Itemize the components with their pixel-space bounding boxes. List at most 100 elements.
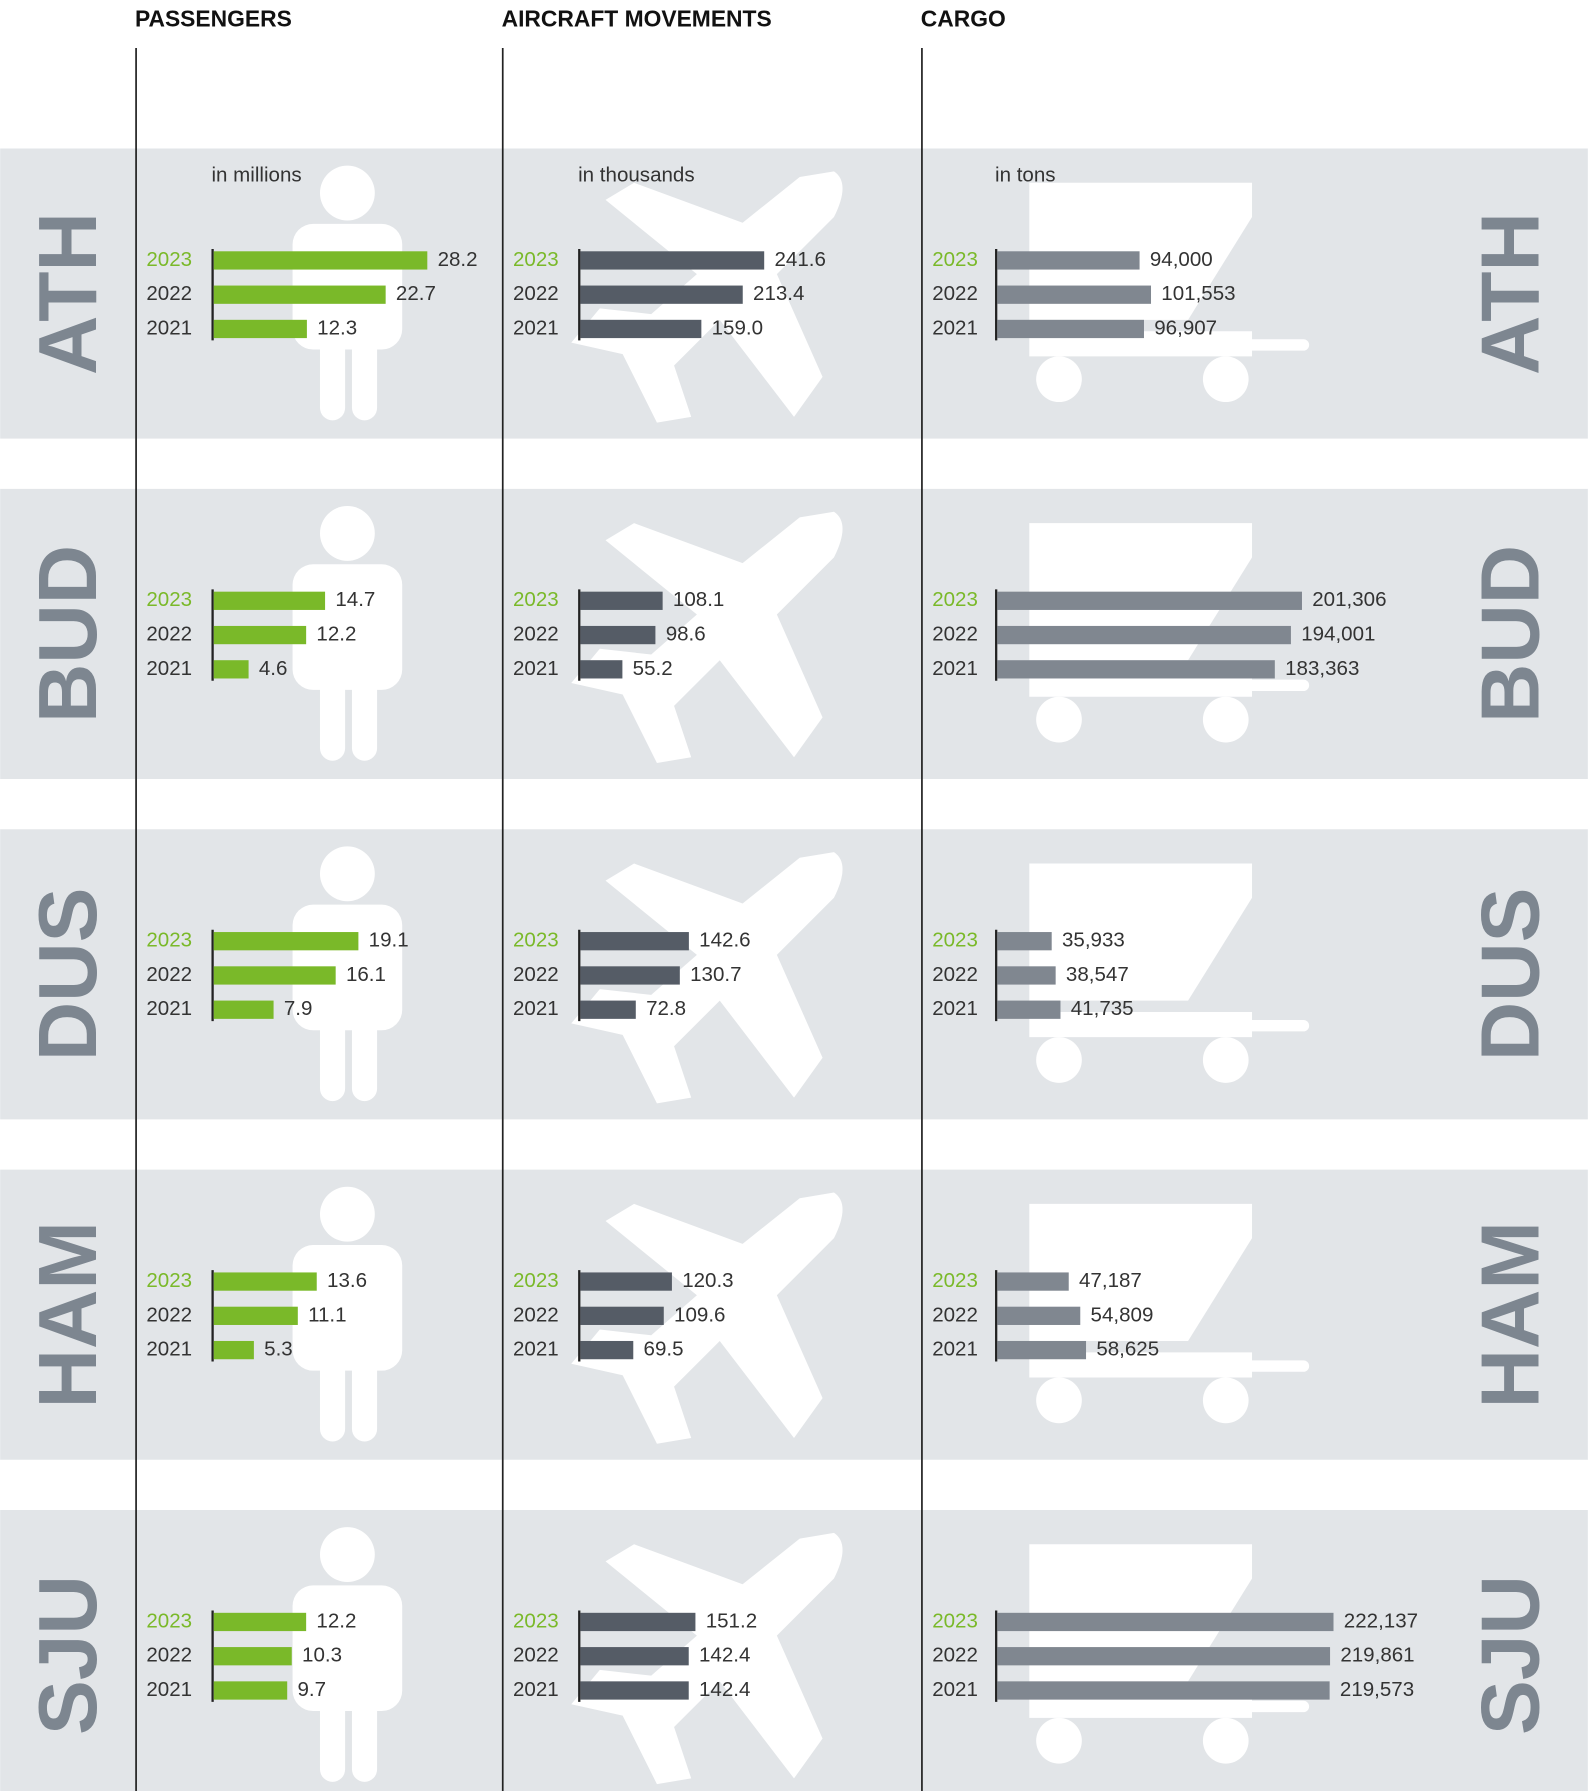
bar: [214, 592, 325, 610]
year-label: 2023: [513, 929, 559, 952]
bar: [580, 1341, 633, 1359]
year-label: 2022: [932, 963, 978, 986]
airport-code: DUS: [23, 888, 114, 1062]
bar: [214, 251, 428, 269]
year-label: 2023: [513, 1609, 559, 1632]
person-head: [320, 166, 375, 221]
person-leg: [320, 1341, 345, 1442]
infographic: ATHATHBUDBUDDUSDUSHAMHAMSJUSJUPASSENGERS…: [0, 0, 1588, 1791]
bar: [214, 1613, 306, 1631]
value-label: 12.2: [316, 1609, 356, 1632]
airport-code: HAM: [23, 1221, 114, 1408]
value-label: 183,363: [1285, 657, 1359, 680]
person-head: [320, 506, 375, 561]
bar: [580, 1001, 635, 1019]
airport-code: DUS: [1466, 888, 1557, 1062]
cart-wheel: [1203, 356, 1249, 402]
bar: [214, 966, 336, 984]
column-title: AIRCRAFT MOVEMENTS: [502, 6, 772, 32]
year-label: 2022: [146, 1644, 192, 1667]
bar: [997, 1647, 1330, 1665]
bar: [580, 1307, 663, 1325]
bar: [997, 251, 1139, 269]
bar: [997, 1681, 1329, 1699]
bar: [997, 592, 1302, 610]
year-label: 2022: [146, 622, 192, 645]
value-label: 4.6: [259, 657, 288, 680]
year-label: 2021: [146, 997, 192, 1020]
person-leg: [320, 660, 345, 761]
cart-wheel: [1036, 1378, 1082, 1424]
value-label: 142.4: [699, 1644, 750, 1667]
year-label: 2021: [932, 1338, 978, 1361]
year-label: 2023: [932, 929, 978, 952]
value-label: 13.6: [327, 1269, 367, 1292]
column-title: PASSENGERS: [135, 6, 292, 32]
year-label: 2021: [513, 1338, 559, 1361]
value-label: 41,735: [1071, 997, 1134, 1020]
year-label: 2022: [146, 1303, 192, 1326]
year-label: 2023: [146, 588, 192, 611]
bar: [580, 626, 655, 644]
cart-wheel: [1203, 1718, 1249, 1764]
airport-code: BUD: [23, 545, 114, 723]
bar: [214, 932, 359, 950]
value-label: 109.6: [674, 1303, 725, 1326]
airport-code: HAM: [1466, 1221, 1557, 1408]
value-label: 101,553: [1161, 282, 1235, 305]
bar: [214, 1647, 292, 1665]
bar: [214, 1681, 287, 1699]
value-label: 5.3: [264, 1338, 293, 1361]
value-label: 142.4: [699, 1678, 750, 1701]
year-label: 2021: [146, 316, 192, 339]
value-label: 96,907: [1154, 316, 1217, 339]
year-label: 2022: [932, 1303, 978, 1326]
value-label: 142.6: [699, 929, 750, 952]
bar: [997, 1001, 1060, 1019]
person-leg: [352, 1341, 377, 1442]
year-label: 2022: [513, 1644, 559, 1667]
bar: [580, 251, 764, 269]
value-label: 213.4: [753, 282, 804, 305]
bar: [580, 320, 701, 338]
value-label: 72.8: [646, 997, 686, 1020]
cart-handle: [1245, 1701, 1309, 1712]
bar: [580, 966, 679, 984]
value-label: 47,187: [1079, 1269, 1142, 1292]
value-label: 58,625: [1096, 1338, 1159, 1361]
person-leg: [352, 1001, 377, 1102]
bar: [214, 1272, 317, 1290]
year-label: 2023: [932, 1269, 978, 1292]
value-label: 35,933: [1062, 929, 1125, 952]
person-head: [320, 1187, 375, 1242]
year-label: 2021: [932, 316, 978, 339]
year-label: 2023: [513, 588, 559, 611]
bar: [580, 1647, 688, 1665]
value-label: 159.0: [712, 316, 763, 339]
cart-handle: [1245, 339, 1309, 350]
year-label: 2021: [513, 657, 559, 680]
year-label: 2022: [146, 963, 192, 986]
person-head: [320, 846, 375, 901]
airport-code: ATH: [23, 212, 114, 375]
year-label: 2022: [932, 282, 978, 305]
value-label: 10.3: [302, 1644, 342, 1667]
year-label: 2023: [932, 248, 978, 271]
cart-handle: [1245, 680, 1309, 691]
value-label: 54,809: [1091, 1303, 1154, 1326]
value-label: 19.1: [369, 929, 409, 952]
value-label: 98.6: [666, 622, 706, 645]
value-label: 201,306: [1312, 588, 1386, 611]
bar: [214, 626, 306, 644]
bar: [580, 286, 742, 304]
bar: [997, 932, 1051, 950]
year-label: 2022: [146, 282, 192, 305]
airport-code: ATH: [1466, 212, 1557, 375]
year-label: 2023: [146, 1609, 192, 1632]
value-label: 222,137: [1344, 1609, 1418, 1632]
value-label: 241.6: [774, 248, 825, 271]
year-label: 2021: [932, 997, 978, 1020]
unit-label: in millions: [211, 163, 301, 186]
year-label: 2023: [932, 588, 978, 611]
cart-wheel: [1036, 697, 1082, 743]
